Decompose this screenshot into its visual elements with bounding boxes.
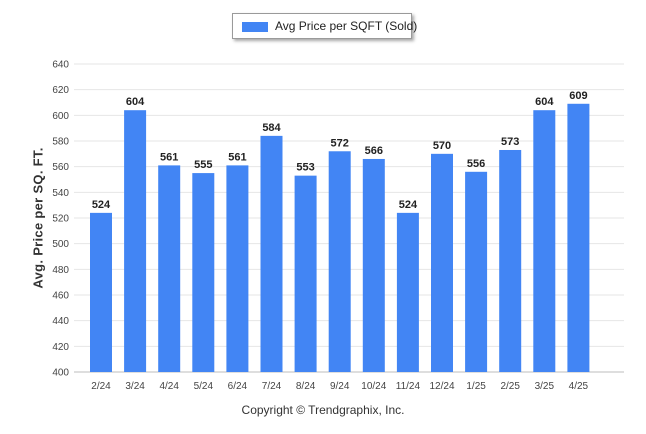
x-tick-label: 2/25 bbox=[500, 381, 520, 392]
bar bbox=[294, 175, 317, 372]
bar bbox=[158, 165, 181, 372]
bar bbox=[328, 151, 351, 372]
data-label: 604 bbox=[535, 96, 554, 108]
x-tick-label: 2/24 bbox=[91, 381, 111, 392]
x-tick-label: 5/24 bbox=[194, 381, 214, 392]
x-tick-label: 6/24 bbox=[228, 381, 248, 392]
y-tick-label: 420 bbox=[52, 342, 69, 353]
x-tick-label: 3/25 bbox=[535, 381, 555, 392]
bar bbox=[362, 158, 385, 372]
data-label: 604 bbox=[126, 96, 145, 108]
chart-legend: Avg Price per SQFT (Sold) bbox=[232, 13, 417, 39]
x-tick-label: 11/24 bbox=[396, 381, 421, 392]
x-tick-label: 1/25 bbox=[466, 381, 486, 392]
y-tick-label: 580 bbox=[52, 137, 69, 148]
data-label: 572 bbox=[331, 137, 349, 149]
y-tick-label: 600 bbox=[52, 111, 69, 122]
y-tick-label: 460 bbox=[52, 291, 69, 302]
bar bbox=[260, 135, 283, 372]
y-tick-label: 640 bbox=[52, 60, 69, 71]
bar bbox=[567, 103, 590, 373]
data-label: 555 bbox=[194, 159, 212, 171]
x-tick-label: 9/24 bbox=[330, 381, 350, 392]
y-tick-label: 520 bbox=[52, 214, 69, 225]
legend-swatch bbox=[242, 22, 268, 32]
y-tick-label: 440 bbox=[52, 316, 69, 327]
bar bbox=[533, 110, 556, 372]
legend-label: Avg Price per SQFT (Sold) bbox=[275, 19, 418, 33]
x-tick-label: 4/25 bbox=[569, 381, 589, 392]
y-tick-label: 540 bbox=[52, 188, 69, 199]
bar bbox=[499, 149, 522, 372]
y-tick-label: 480 bbox=[52, 265, 69, 276]
bar bbox=[431, 153, 453, 372]
bar bbox=[465, 171, 488, 372]
bar bbox=[396, 212, 419, 372]
data-label: 524 bbox=[92, 199, 111, 211]
bar bbox=[192, 173, 215, 372]
x-tick-label: 7/24 bbox=[262, 381, 282, 392]
data-label: 609 bbox=[569, 90, 587, 102]
bar bbox=[226, 165, 249, 372]
data-label: 561 bbox=[228, 151, 246, 163]
data-label: 561 bbox=[160, 151, 178, 163]
copyright-text: Copyright © Trendgraphix, Inc. bbox=[241, 403, 405, 417]
data-label: 566 bbox=[365, 145, 383, 157]
y-tick-label: 560 bbox=[52, 162, 69, 173]
bar bbox=[90, 212, 112, 372]
x-tick-label: 4/24 bbox=[159, 381, 179, 392]
data-label: 570 bbox=[433, 140, 451, 152]
data-label: 524 bbox=[399, 199, 418, 211]
y-tick-label: 620 bbox=[52, 85, 69, 96]
data-label: 573 bbox=[501, 136, 519, 148]
x-tick-label: 3/24 bbox=[125, 381, 145, 392]
y-tick-label: 500 bbox=[52, 239, 69, 250]
y-tick-label: 400 bbox=[52, 368, 69, 379]
x-tick-label: 8/24 bbox=[296, 381, 316, 392]
data-label: 553 bbox=[296, 162, 314, 174]
data-label: 556 bbox=[467, 158, 485, 170]
x-tick-label: 12/24 bbox=[429, 381, 454, 392]
data-label: 584 bbox=[262, 122, 281, 134]
bar bbox=[124, 110, 147, 372]
x-tick-label: 10/24 bbox=[361, 381, 386, 392]
